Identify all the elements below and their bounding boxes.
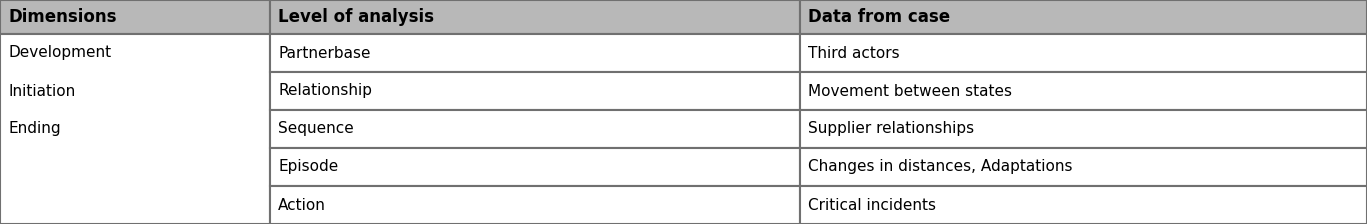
Text: Ending: Ending [8, 121, 60, 136]
Text: Sequence: Sequence [278, 121, 354, 136]
Bar [800, 0, 1367, 34]
Bar [271, 110, 800, 148]
Bar [271, 148, 800, 186]
Bar [800, 148, 1367, 186]
Bar [271, 34, 800, 72]
Text: Critical incidents: Critical incidents [808, 198, 936, 213]
Text: Action: Action [278, 198, 325, 213]
Text: Data from case: Data from case [808, 8, 950, 26]
Text: Dimensions: Dimensions [8, 8, 116, 26]
Bar [800, 186, 1367, 224]
Text: Movement between states: Movement between states [808, 84, 1012, 99]
Bar [800, 110, 1367, 148]
Text: Supplier relationships: Supplier relationships [808, 121, 975, 136]
Bar [800, 72, 1367, 110]
Text: Initiation: Initiation [8, 84, 75, 99]
Bar [800, 34, 1367, 72]
Text: Level of analysis: Level of analysis [278, 8, 433, 26]
Text: Third actors: Third actors [808, 45, 899, 60]
Bar [271, 0, 800, 34]
Bar [271, 72, 800, 110]
Bar [0, 34, 271, 224]
Text: Partnerbase: Partnerbase [278, 45, 370, 60]
Bar [0, 0, 271, 34]
Text: Episode: Episode [278, 159, 338, 174]
Text: Changes in distances, Adaptations: Changes in distances, Adaptations [808, 159, 1073, 174]
Text: Development: Development [8, 45, 111, 60]
Bar [271, 186, 800, 224]
Text: Relationship: Relationship [278, 84, 372, 99]
